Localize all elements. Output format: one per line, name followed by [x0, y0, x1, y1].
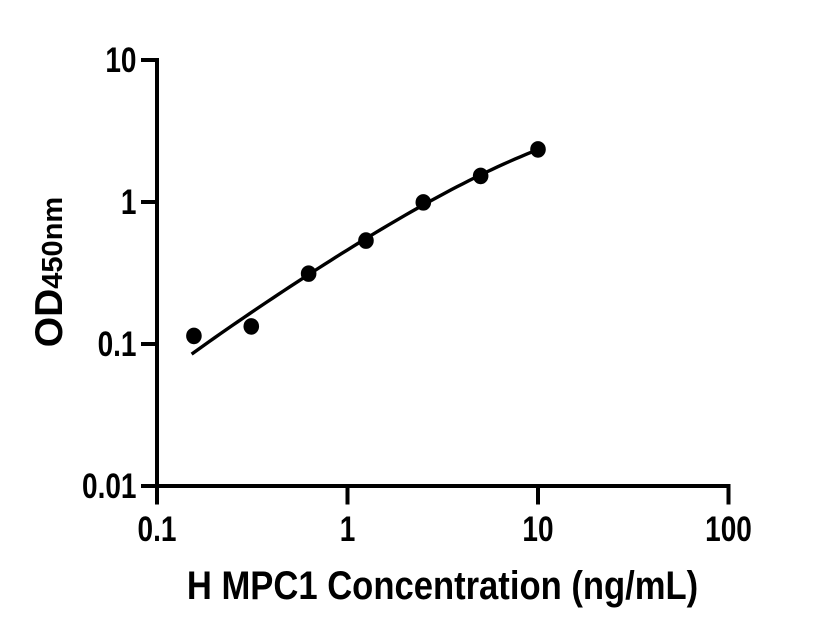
y-tick-label: 0.01: [82, 466, 136, 506]
x-axis-title: H MPC1 Concentration (ng/mL): [186, 563, 699, 608]
data-point: [243, 318, 260, 335]
y-tick-label: 1: [121, 182, 137, 222]
data-point: [300, 265, 317, 282]
x-tick-label: 1: [340, 509, 356, 549]
y-tick-label: 0.1: [98, 324, 137, 364]
data-point: [415, 194, 432, 211]
y-axis-title-text: OD450nm: [28, 197, 72, 347]
data-point: [530, 141, 546, 158]
y-axis-title-main: OD: [28, 288, 71, 348]
x-tick-label: 10: [522, 509, 553, 549]
data-point: [186, 327, 202, 345]
data-point: [472, 167, 489, 185]
x-tick-label: 0.1: [138, 509, 177, 549]
x-tick-label: 100: [705, 509, 752, 549]
data-point: [358, 232, 374, 249]
y-axis-title-subscript: 450nm: [37, 196, 69, 289]
y-tick-label: 10: [105, 40, 136, 80]
